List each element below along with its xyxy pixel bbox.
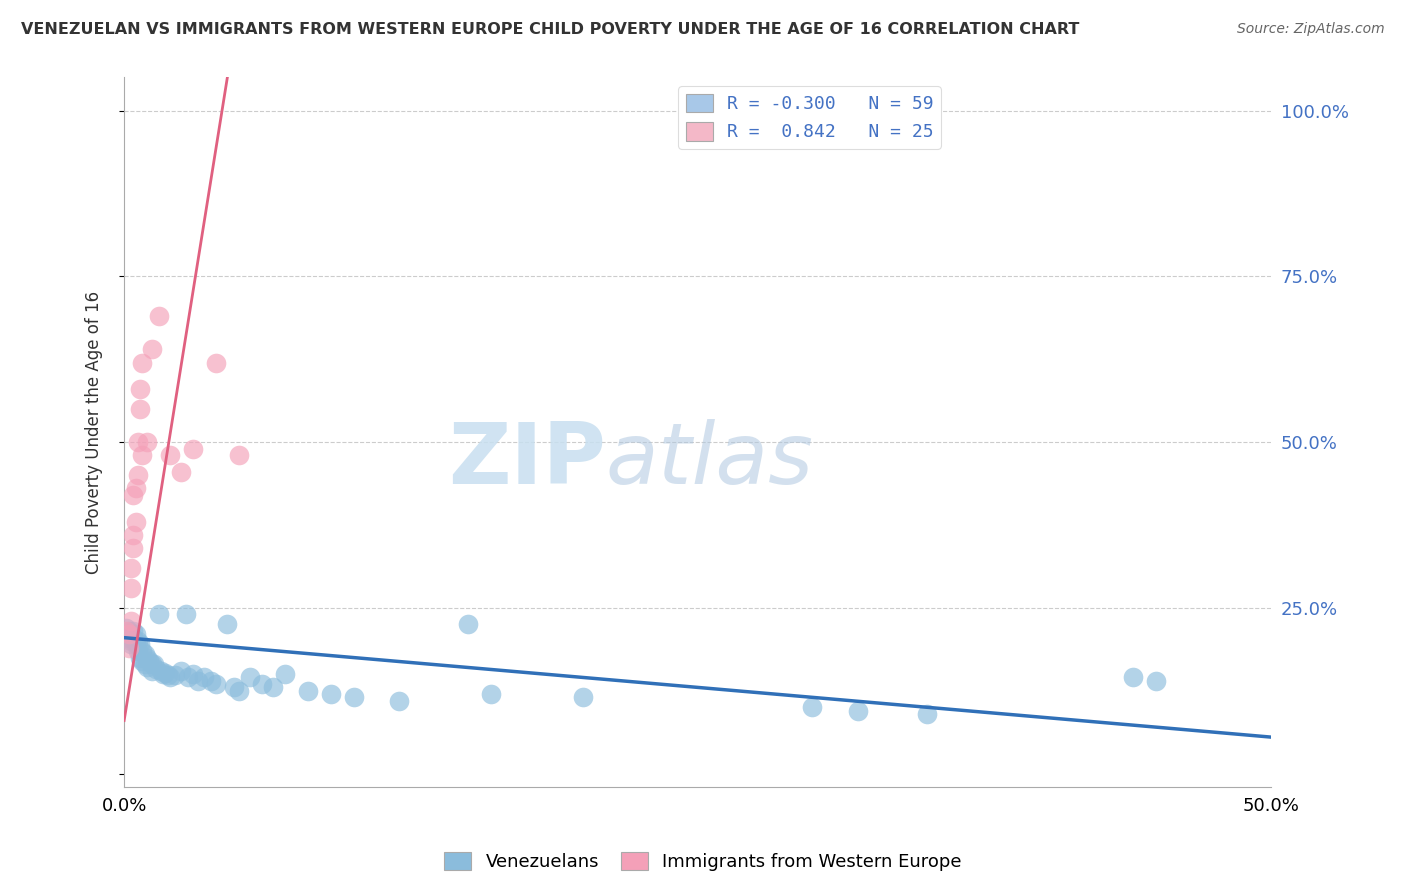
Point [224, 681, 246, 695]
Point [142, 657, 165, 672]
Point [134, 657, 156, 672]
Point [118, 631, 141, 645]
Point [136, 660, 159, 674]
Text: ZIP: ZIP [449, 419, 606, 502]
Point [120, 627, 142, 641]
Point [273, 667, 295, 681]
Point [122, 488, 145, 502]
Point [120, 581, 142, 595]
Point [134, 647, 156, 661]
Y-axis label: Child Poverty Under the Age of 16: Child Poverty Under the Age of 16 [86, 291, 103, 574]
Point [122, 631, 145, 645]
Point [200, 673, 222, 688]
Point [181, 442, 204, 456]
Point [136, 650, 159, 665]
Point [120, 614, 142, 628]
Point [122, 541, 145, 556]
Point [915, 706, 938, 721]
Point [141, 657, 163, 672]
Point [239, 670, 262, 684]
Point [205, 677, 228, 691]
Text: atlas: atlas [606, 419, 814, 502]
Point [136, 435, 159, 450]
Point [228, 683, 250, 698]
Point [457, 617, 479, 632]
Legend: R = -0.300   N = 59, R =  0.842   N = 25: R = -0.300 N = 59, R = 0.842 N = 25 [678, 87, 941, 149]
Point [205, 355, 228, 369]
Point [115, 624, 138, 638]
Point [120, 561, 142, 575]
Point [145, 662, 167, 676]
Point [122, 528, 145, 542]
Point [388, 693, 411, 707]
Point [152, 667, 174, 681]
Point [174, 607, 197, 622]
Point [1122, 670, 1144, 684]
Point [1144, 673, 1167, 688]
Point [262, 681, 284, 695]
Point [120, 637, 142, 651]
Point [342, 690, 364, 705]
Point [129, 637, 152, 651]
Point [217, 617, 239, 632]
Point [156, 668, 179, 682]
Point [159, 448, 181, 462]
Point [159, 670, 181, 684]
Point [129, 382, 152, 396]
Point [170, 465, 193, 479]
Point [479, 687, 502, 701]
Point [228, 448, 250, 462]
Point [115, 621, 138, 635]
Point [131, 355, 153, 369]
Point [186, 673, 208, 688]
Point [148, 309, 170, 323]
Point [193, 670, 215, 684]
Point [124, 482, 146, 496]
Point [141, 664, 163, 678]
Text: VENEZUELAN VS IMMIGRANTS FROM WESTERN EUROPE CHILD POVERTY UNDER THE AGE OF 16 C: VENEZUELAN VS IMMIGRANTS FROM WESTERN EU… [21, 22, 1080, 37]
Point [118, 640, 141, 655]
Point [572, 690, 595, 705]
Point [122, 624, 145, 638]
Point [131, 654, 153, 668]
Point [846, 704, 869, 718]
Point [129, 650, 152, 665]
Point [127, 634, 149, 648]
Point [181, 667, 204, 681]
Point [124, 637, 146, 651]
Point [127, 468, 149, 483]
Point [163, 668, 186, 682]
Point [118, 624, 141, 638]
Point [319, 687, 342, 701]
Point [118, 627, 141, 641]
Point [138, 654, 160, 668]
Point [127, 435, 149, 450]
Point [149, 664, 172, 678]
Point [297, 683, 319, 698]
Point [148, 607, 170, 622]
Legend: Venezuelans, Immigrants from Western Europe: Venezuelans, Immigrants from Western Eur… [437, 845, 969, 879]
Point [124, 515, 146, 529]
Point [141, 343, 163, 357]
Point [120, 634, 142, 648]
Point [177, 670, 200, 684]
Point [155, 665, 177, 680]
Text: Source: ZipAtlas.com: Source: ZipAtlas.com [1237, 22, 1385, 37]
Point [129, 401, 152, 416]
Point [170, 664, 193, 678]
Point [127, 644, 149, 658]
Point [250, 677, 273, 691]
Point [124, 627, 146, 641]
Point [131, 448, 153, 462]
Point [131, 644, 153, 658]
Point [801, 700, 824, 714]
